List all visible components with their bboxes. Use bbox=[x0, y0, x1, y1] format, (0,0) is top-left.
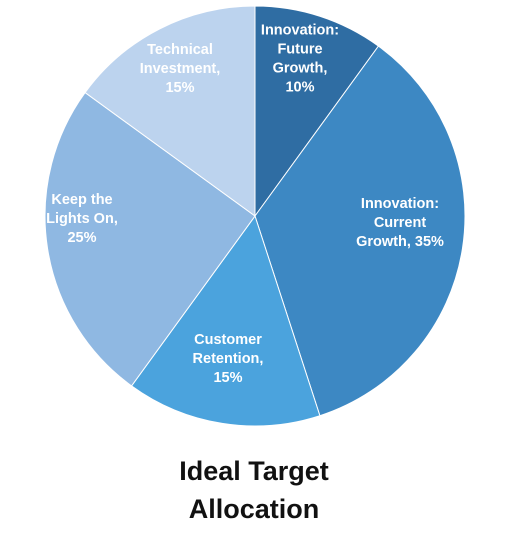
slice-label-line: 10% bbox=[285, 80, 314, 96]
slice-label-line: Future bbox=[277, 42, 322, 58]
slice-label-4: Keep the Lights On, 25% bbox=[46, 192, 118, 246]
slice-label-line: Customer bbox=[194, 332, 262, 348]
pie-chart: Innovation: Future Growth, 10% Innovation: Cu… bbox=[44, 5, 466, 427]
pie-slice-2 bbox=[254, 45, 466, 417]
slice-label-line: Technical bbox=[147, 42, 213, 58]
slice-label-line: 15% bbox=[213, 370, 242, 386]
slice-label-line: 25% bbox=[67, 230, 96, 246]
pie-slice-1 bbox=[254, 5, 380, 218]
pie-slice-4 bbox=[44, 91, 256, 387]
chart-title-line-1: Ideal Target bbox=[179, 456, 329, 486]
slice-label-line: Growth, bbox=[273, 61, 328, 77]
slice-label-line: Investment, bbox=[140, 61, 221, 77]
slice-label-line: Current bbox=[374, 215, 427, 231]
slice-label-line: Innovation: bbox=[261, 23, 339, 39]
slice-label-line: Innovation: bbox=[361, 196, 439, 212]
slice-label-3: Customer Retention, 15% bbox=[193, 332, 264, 386]
slice-label-line: Retention, bbox=[193, 351, 264, 367]
pie-slice-3 bbox=[130, 214, 321, 427]
slice-label-2: Innovation: Current Growth, 35% bbox=[356, 196, 444, 250]
slice-label-1: Innovation: Future Growth, 10% bbox=[261, 23, 339, 96]
pie-slices bbox=[44, 5, 466, 427]
slice-label-5: Technical Investment, 15% bbox=[140, 42, 221, 96]
slice-label-line: Lights On, bbox=[46, 211, 118, 227]
slice-label-line: Keep the bbox=[51, 192, 112, 208]
chart-title-line-2: Allocation bbox=[188, 494, 320, 524]
slice-label-line: Growth, 35% bbox=[356, 234, 444, 250]
slice-label-line: 15% bbox=[165, 80, 194, 96]
pie-slice-5 bbox=[84, 5, 256, 217]
chart-title: Ideal Target Allocation bbox=[0, 452, 508, 528]
slice-labels: Innovation: Future Growth, 10% Innovation: Cu… bbox=[46, 23, 444, 387]
